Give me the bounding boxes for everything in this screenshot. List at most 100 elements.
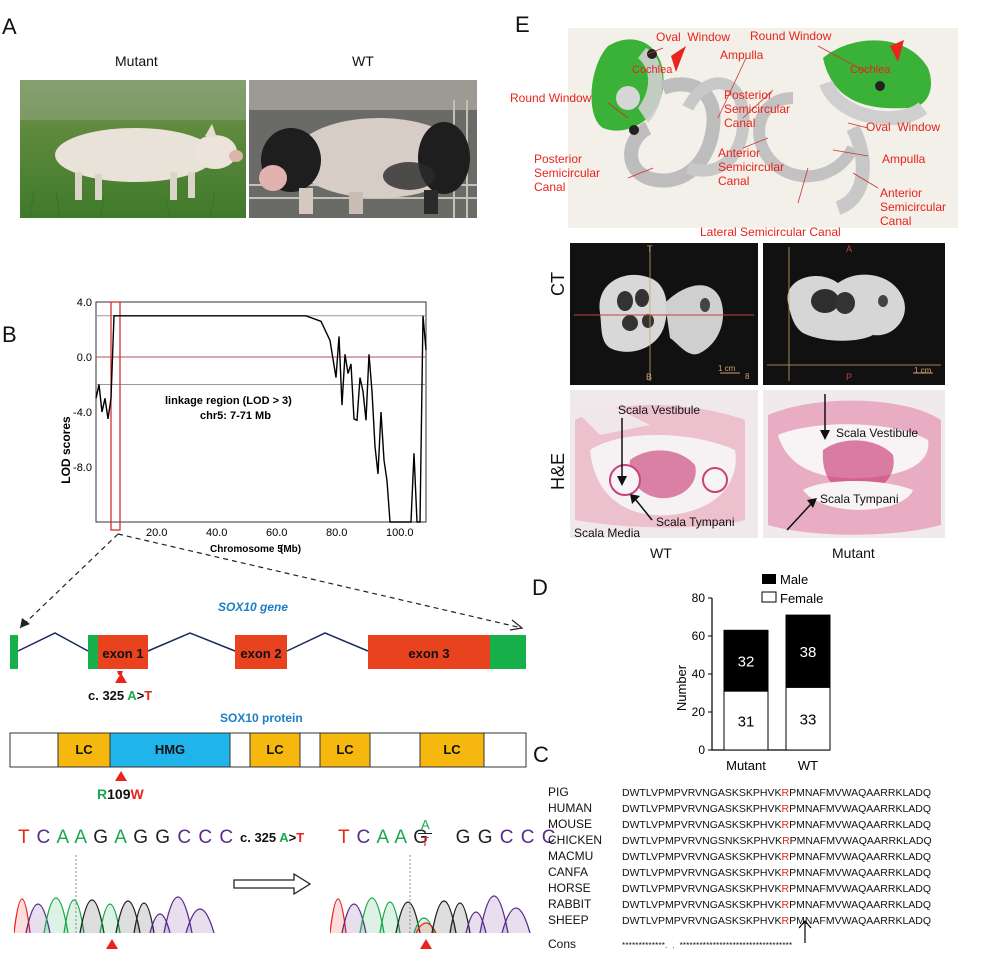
chrom-arrow-t: T [296, 830, 305, 845]
lod-ytick: 4.0 [77, 297, 92, 309]
lod-xtick: 80.0 [326, 527, 347, 539]
seq-mutation-residue: R [781, 851, 790, 863]
exon-2 [235, 635, 287, 669]
lod-ytick: 0.0 [77, 352, 92, 364]
bar-category-label: WT [798, 758, 818, 773]
label-posterior-right: Posterior Semicircular Canal [724, 88, 791, 130]
label-lateral: Lateral Semicircular Canal [700, 225, 841, 239]
he-mutant-vestibule: Scala Vestibule [836, 426, 919, 440]
seq-suffix: PMNAFMVWAQAARRKLADQ [789, 835, 932, 847]
chrom-arrow-label: c. 325 A>T [240, 830, 304, 845]
domain-lc-1: LC [75, 742, 93, 757]
het-top: A [421, 817, 430, 832]
seq-mutation-residue: R [781, 883, 790, 895]
seq-prefix: DWTLVPMPVRVNGASKSKPHVK [622, 867, 782, 879]
label-oval-window-right: Oval Window [866, 120, 941, 134]
base-r8: G [477, 827, 494, 848]
he-mutant-tympani: Scala Tympani [820, 492, 899, 506]
e-bottom-mutant: Mutant [832, 545, 875, 561]
base-l9: C [177, 827, 193, 848]
base-l3: A [56, 827, 70, 848]
seq-suffix: PMNAFMVWAQAARRKLADQ [789, 803, 932, 815]
wt-label: WT [352, 53, 374, 69]
exon-3-label: exon 3 [408, 646, 450, 661]
gene-structure [10, 632, 526, 675]
inner-ear-3d [568, 28, 958, 228]
label-ampulla-right: Ampulla [882, 152, 926, 166]
het-bottom: T [421, 834, 429, 849]
consensus-stars: *************. . ***********************… [622, 941, 793, 950]
seq-prefix: DWTLVPMPVRVNGASKSKPHVK [622, 851, 782, 863]
base-r10: C [520, 827, 536, 848]
gene-mutation-label: c. 325 A>T [88, 688, 152, 703]
lod-series-line [95, 315, 427, 523]
base-l6: A [114, 827, 127, 848]
bar-ytick-label: 0 [698, 743, 705, 757]
species-name: CHICKEN [548, 833, 603, 847]
gene-mutation-a: A [127, 688, 137, 703]
label-round-window-right: Round Window [750, 29, 832, 43]
species-name: RABBIT [548, 897, 592, 911]
seq-mutation-residue: R [781, 803, 790, 815]
mutation-triangle-gene [115, 673, 127, 683]
chrom-arrow-sep: > [288, 830, 297, 845]
exon-3 [368, 635, 490, 669]
ct-row-label: CT [548, 272, 568, 296]
species-name: HORSE [548, 881, 591, 895]
seq-suffix: PMNAFMVWAQAARRKLADQ [789, 819, 932, 831]
lod-plot-frame [95, 301, 427, 523]
alignment-row: RABBIT DWTLVPMPVRVNGASKSKPHVKRPMNAFMVWAQA… [548, 897, 931, 911]
ct-right-mark-a: A [846, 244, 853, 254]
seq-suffix: PMNAFMVWAQAARRKLADQ [789, 867, 932, 879]
species-name: SHEEP [548, 913, 589, 927]
base-r9: C [499, 827, 515, 848]
lod-xtick: 60.0 [266, 527, 287, 539]
chrom-arrow-a: A [279, 830, 289, 845]
seq-suffix: PMNAFMVWAQAARRKLADQ [789, 883, 932, 895]
consensus-up-arrow [798, 920, 812, 943]
bar-female-wt [785, 686, 831, 751]
ct-right-mark-scale: 1 cm [914, 366, 932, 375]
bar-value-label: 38 [800, 644, 817, 661]
utr-3 [490, 635, 526, 669]
base-r4: A [394, 827, 407, 848]
protein-mutation-w: W [130, 786, 144, 802]
ct-left-mark-t: T [647, 244, 653, 254]
base-l1: T [18, 827, 31, 848]
label-anterior-right: Anterior Semicircular Canal [880, 186, 947, 228]
mutant-pig-photo [20, 80, 246, 218]
legend-female-label: Female [780, 591, 823, 606]
consensus-label: Cons [548, 937, 577, 951]
seq-suffix: PMNAFMVWAQAARRKLADQ [789, 915, 932, 927]
species-name: HUMAN [548, 801, 592, 815]
chrom-triangle-left [106, 939, 118, 949]
base-r1: T [338, 827, 351, 848]
right-bases: T C A A G G G C C C [338, 827, 557, 849]
bar-ytick-label: 60 [692, 629, 706, 643]
ct-left-mark-scale: 1 cm [718, 364, 736, 373]
seq-prefix: DWTLVPMPVRVNGASKSKPHVK [622, 883, 782, 895]
ct-left-mark-b: B [646, 372, 653, 382]
label-round-window-left: Round Window [510, 91, 592, 105]
lod-chart: 20.0 40.0 60.0 80.0 100.0 4.0 0.0 -4.0 -8.0 LOD … [59, 297, 427, 555]
base-r3: A [376, 827, 390, 848]
protein-title: SOX10 protein [220, 711, 303, 725]
he-row-label: H&E [548, 452, 568, 490]
base-r7: G [455, 827, 472, 848]
panel-letter-b: B [2, 322, 17, 347]
seq-suffix: PMNAFMVWAQAARRKLADQ [789, 787, 932, 799]
base-r5: G [413, 827, 430, 848]
he-wt-media: Scala Media [574, 526, 641, 540]
legend-male-swatch [762, 574, 776, 584]
lod-annotation-2: chr5: 7-71 Mb [200, 410, 271, 422]
panel-letter-a: A [2, 14, 17, 39]
lod-highlight-region [110, 301, 121, 531]
seq-mutation-residue: R [781, 915, 790, 927]
seq-prefix: DWTLVPMPVRVNGSNKSKPHVK [622, 835, 783, 847]
label-oval-window-left: Oval Window [656, 30, 731, 44]
seq-prefix: DWTLVPMPVRVNGASKSKPHVK [622, 915, 782, 927]
bar-value-label: 32 [738, 654, 755, 671]
gene-title: SOX10 gene [218, 600, 289, 614]
seq-mutation-residue: R [782, 835, 790, 847]
seq-prefix: DWTLVPMPVRVNGASKSKPHVK [622, 787, 782, 799]
